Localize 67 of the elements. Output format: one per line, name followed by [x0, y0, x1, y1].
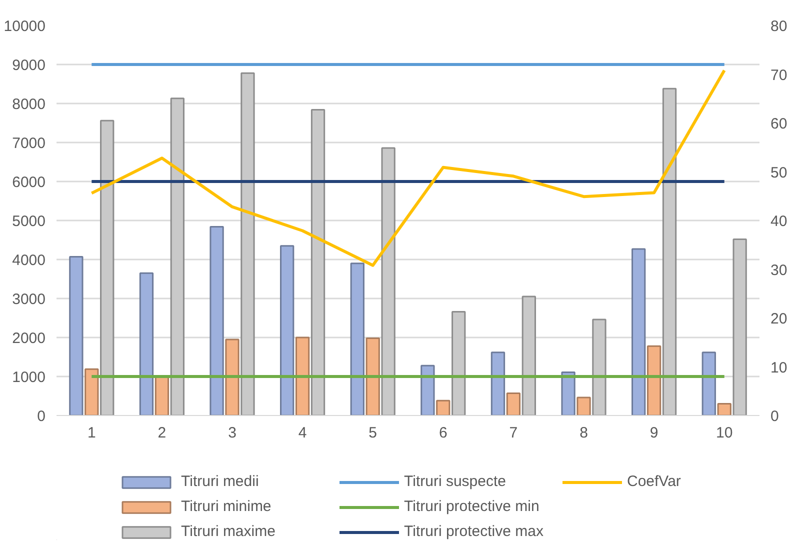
- bar: [280, 245, 294, 416]
- bar: [350, 262, 364, 416]
- bar: [646, 345, 662, 416]
- y-tick-label: 7000: [12, 135, 46, 152]
- y-tick-label: 5000: [12, 213, 46, 230]
- bar: [100, 120, 114, 416]
- y-tick-label: 1000: [12, 369, 46, 386]
- y-tick-label: 2000: [12, 330, 46, 347]
- legend-label: Titruri protective min: [404, 498, 540, 515]
- legend-label: Titruri minime: [181, 498, 272, 515]
- legend-label: Titruri protective max: [404, 523, 544, 540]
- bar: [436, 400, 450, 416]
- legend-label: Titruri maxime: [181, 523, 276, 540]
- bar: [561, 371, 576, 416]
- legend-label: Titruri medii: [181, 473, 260, 490]
- bar: [490, 352, 506, 416]
- bar: [366, 338, 380, 416]
- bar: [225, 338, 240, 416]
- bar: [69, 256, 84, 416]
- bar: [240, 72, 255, 416]
- x-tick-label: 1: [87, 424, 96, 442]
- y-tick-label: 8000: [12, 96, 46, 113]
- x-tick-label: 9: [650, 424, 658, 442]
- bar: [170, 98, 184, 416]
- y2-tick-label: 30: [770, 262, 788, 279]
- y-tick-label: 9000: [12, 57, 46, 74]
- legend-label: CoefVar: [627, 473, 682, 490]
- bar: [717, 403, 732, 416]
- bar: [506, 392, 521, 416]
- x-tick-label: 10: [716, 424, 733, 442]
- legend-label: Titruri suspecte: [404, 473, 507, 490]
- bar: [210, 226, 224, 416]
- x-tick-label: 8: [580, 424, 588, 442]
- y2-tick-label: 80: [770, 18, 788, 35]
- y-tick-label: 10000: [4, 18, 46, 35]
- bar: [632, 248, 646, 416]
- y2-tick-label: 70: [770, 66, 788, 84]
- bar: [420, 364, 435, 416]
- bar: [139, 272, 154, 416]
- x-tick-label: 6: [438, 424, 448, 442]
- y2-tick-label: 0: [770, 408, 779, 425]
- bar: [381, 147, 396, 416]
- bar: [702, 352, 716, 416]
- bar: [295, 336, 310, 416]
- bar: [662, 88, 677, 416]
- x-tick-label: 2: [158, 424, 166, 442]
- bar: [84, 368, 99, 416]
- bar: [452, 311, 466, 416]
- y2-tick-label: 50: [770, 164, 788, 182]
- y-tick-label: 0: [37, 408, 46, 425]
- y2-tick-label: 60: [770, 116, 788, 132]
- bar: [310, 108, 326, 416]
- y2-tick-label: 20: [770, 310, 788, 328]
- y-tick-label: 4000: [12, 252, 46, 269]
- bar: [522, 296, 536, 416]
- x-tick-label: 7: [509, 424, 518, 442]
- x-tick-label: 4: [298, 424, 307, 442]
- y2-tick-label: 40: [770, 213, 788, 230]
- bar: [592, 318, 606, 416]
- y-tick-label: 6000: [12, 174, 46, 191]
- bar: [576, 396, 591, 416]
- x-tick-label: 3: [228, 424, 236, 442]
- y-tick-label: 3000: [12, 291, 46, 308]
- line-series: [90, 68, 726, 267]
- bar: [732, 238, 747, 416]
- x-tick-label: 5: [368, 424, 378, 442]
- y2-tick-label: 10: [770, 359, 788, 376]
